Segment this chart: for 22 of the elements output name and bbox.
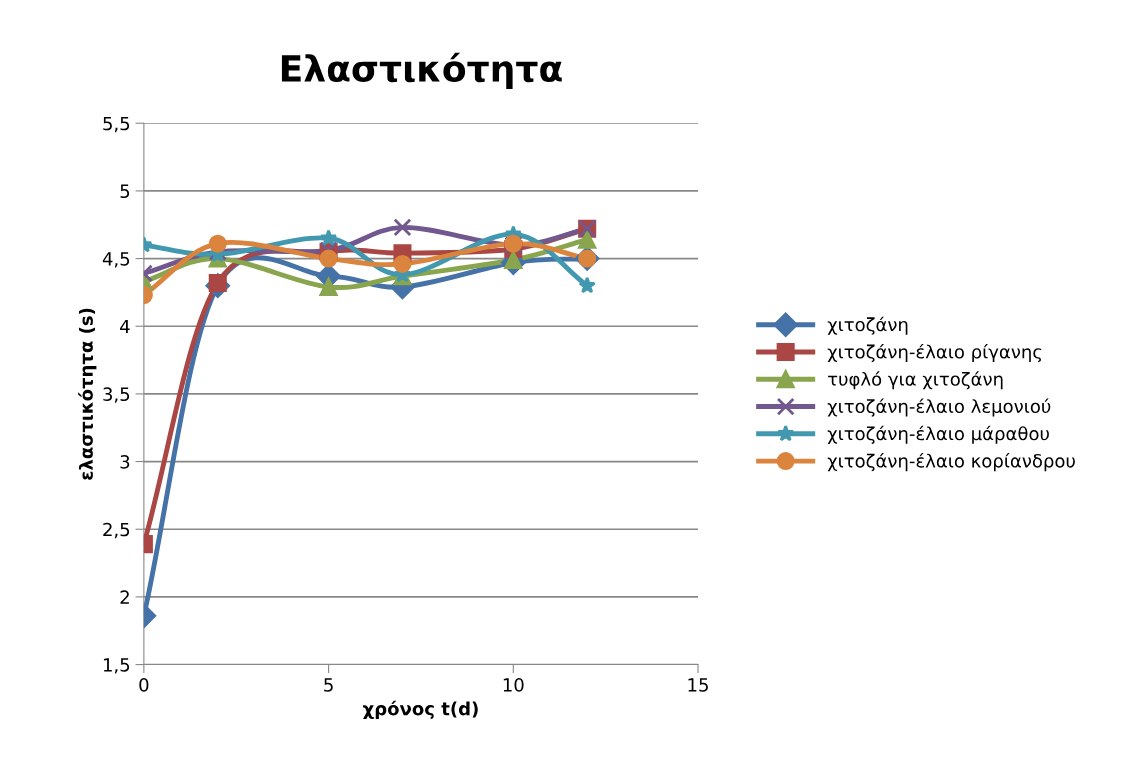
- legend-label: χιτοζάνη-έλαιο ρίγανης: [827, 343, 1042, 363]
- y-tick-label: 4: [120, 319, 130, 334]
- legend-label: χιτοζάνη-έλαιο μάραθου: [827, 425, 1049, 444]
- y-tick-label: 2: [120, 590, 129, 604]
- legend-label: χιτοζάνη: [827, 316, 908, 335]
- y-tick-label: 3,5: [103, 387, 130, 403]
- x-tick-label: 15: [688, 678, 708, 692]
- y-tick-label: 5,5: [103, 116, 130, 133]
- x-tick-label: 10: [503, 678, 524, 692]
- y-axis-title: ελαστικότητα (s): [78, 308, 97, 480]
- x-tick-label: 5: [324, 678, 333, 692]
- y-tick-label: 1,5: [103, 658, 130, 674]
- x-axis-title: χρόνος t(d): [363, 700, 478, 719]
- legend-label: χιτοζάνη-έλαιο λεμονιού: [827, 398, 1051, 417]
- y-tick-label: 2,5: [103, 522, 130, 539]
- x-tick-label: 0: [139, 678, 149, 692]
- y-tick-label: 3: [120, 455, 130, 469]
- legend-label: χιτοζάνη-έλαιο κορίανδρου: [827, 452, 1075, 472]
- y-tick-label: 5: [120, 184, 130, 199]
- legend-label: τυφλό για χιτοζάνη: [828, 371, 1003, 390]
- y-tick-label: 4,5: [102, 252, 130, 268]
- chart-title: Ελαστικότητα: [281, 52, 562, 90]
